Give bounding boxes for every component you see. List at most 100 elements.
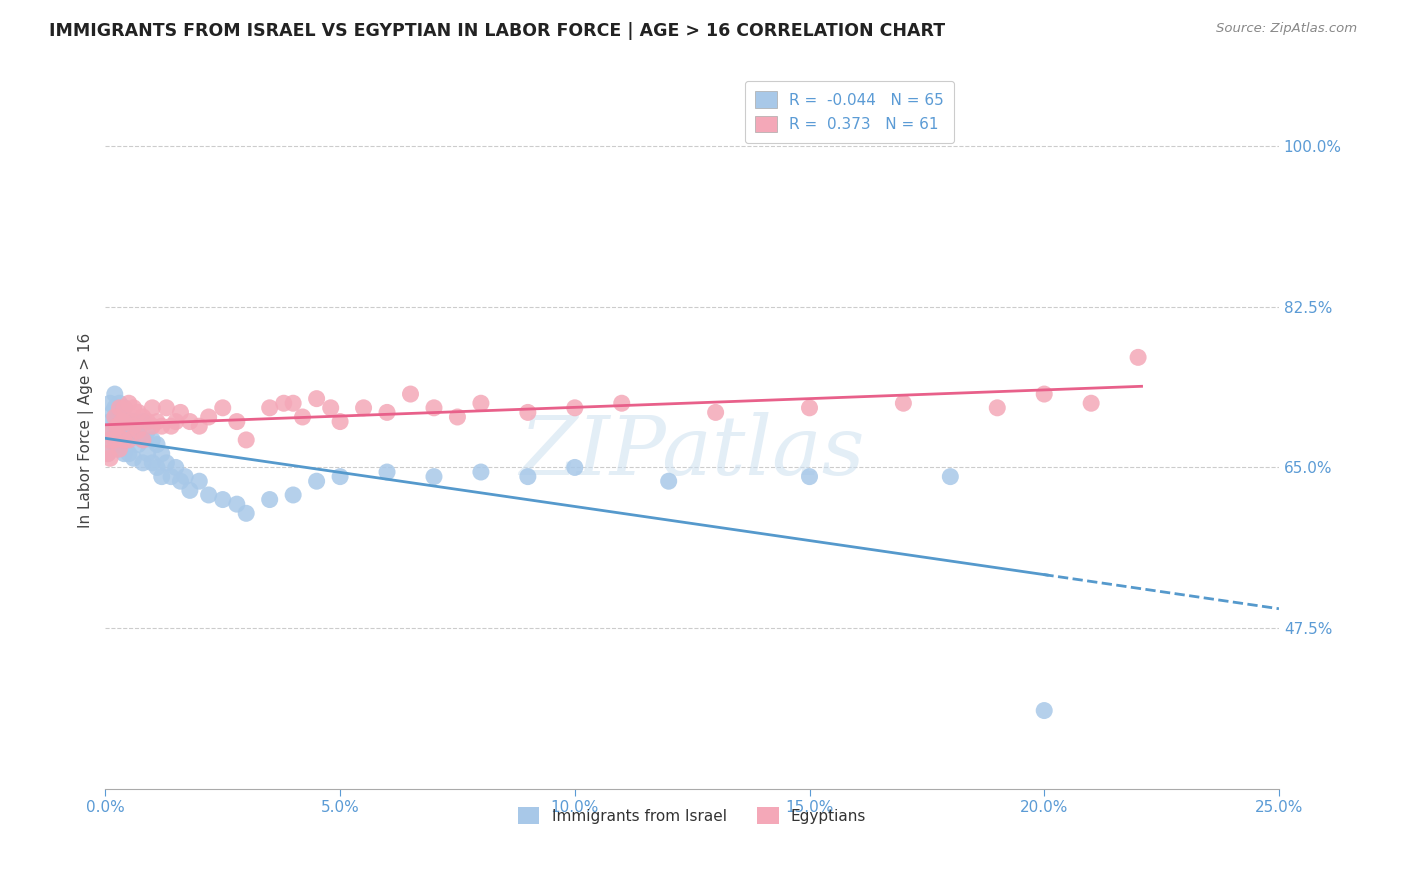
Point	[104, 401, 127, 415]
Point	[893, 396, 915, 410]
Point	[658, 474, 681, 488]
Point	[150, 447, 173, 461]
Point	[375, 405, 398, 419]
Point	[305, 474, 328, 488]
Point	[329, 469, 352, 483]
Point	[118, 428, 141, 442]
Point	[197, 488, 219, 502]
Point	[98, 415, 121, 429]
Point	[399, 387, 422, 401]
Point	[108, 442, 131, 456]
Point	[1126, 351, 1149, 365]
Point	[169, 405, 191, 419]
Point	[127, 437, 149, 451]
Point	[423, 401, 446, 415]
Point	[281, 396, 304, 410]
Point	[423, 469, 446, 483]
Point	[188, 474, 211, 488]
Point	[799, 401, 821, 415]
Text: ZIPatlas: ZIPatlas	[519, 412, 865, 492]
Point	[235, 433, 257, 447]
Point	[127, 424, 149, 438]
Point	[564, 401, 586, 415]
Point	[329, 415, 352, 429]
Point	[112, 415, 135, 429]
Point	[132, 409, 155, 424]
Text: IMMIGRANTS FROM ISRAEL VS EGYPTIAN IN LABOR FORCE | AGE > 16 CORRELATION CHART: IMMIGRANTS FROM ISRAEL VS EGYPTIAN IN LA…	[49, 22, 945, 40]
Point	[108, 419, 131, 434]
Point	[174, 469, 197, 483]
Point	[136, 424, 159, 438]
Point	[122, 415, 145, 429]
Point	[97, 447, 120, 461]
Point	[225, 415, 247, 429]
Point	[141, 456, 163, 470]
Point	[155, 456, 177, 470]
Point	[146, 415, 169, 429]
Point	[470, 465, 492, 479]
Point	[118, 415, 141, 429]
Point	[353, 401, 375, 415]
Point	[118, 415, 141, 429]
Point	[132, 433, 155, 447]
Point	[132, 415, 155, 429]
Point	[516, 469, 538, 483]
Point	[101, 424, 124, 438]
Point	[470, 396, 492, 410]
Point	[799, 469, 821, 483]
Point	[179, 415, 201, 429]
Point	[118, 447, 141, 461]
Point	[136, 447, 159, 461]
Point	[160, 419, 183, 434]
Point	[98, 396, 121, 410]
Point	[104, 428, 127, 442]
Point	[98, 451, 121, 466]
Point	[105, 419, 128, 434]
Point	[98, 433, 121, 447]
Point	[122, 419, 145, 434]
Point	[146, 460, 169, 475]
Point	[150, 469, 173, 483]
Point	[169, 474, 191, 488]
Point	[101, 424, 124, 438]
Point	[108, 437, 131, 451]
Point	[155, 401, 177, 415]
Point	[305, 392, 328, 406]
Point	[104, 415, 127, 429]
Point	[111, 415, 134, 429]
Point	[111, 415, 134, 429]
Point	[108, 405, 131, 419]
Point	[211, 401, 233, 415]
Point	[375, 465, 398, 479]
Point	[939, 469, 962, 483]
Point	[108, 401, 131, 415]
Point	[104, 409, 127, 424]
Point	[132, 433, 155, 447]
Point	[1080, 396, 1102, 410]
Point	[179, 483, 201, 498]
Point	[112, 401, 135, 415]
Point	[141, 419, 163, 434]
Point	[118, 433, 141, 447]
Point	[197, 409, 219, 424]
Point	[136, 415, 159, 429]
Point	[104, 387, 127, 401]
Point	[225, 497, 247, 511]
Point	[141, 433, 163, 447]
Point	[132, 456, 155, 470]
Text: Source: ZipAtlas.com: Source: ZipAtlas.com	[1216, 22, 1357, 36]
Point	[115, 424, 138, 438]
Legend: Immigrants from Israel, Egyptians: Immigrants from Israel, Egyptians	[508, 797, 877, 835]
Point	[165, 415, 187, 429]
Point	[211, 492, 233, 507]
Point	[160, 469, 183, 483]
Point	[104, 433, 127, 447]
Point	[141, 401, 163, 415]
Point	[273, 396, 295, 410]
Point	[610, 396, 633, 410]
Point	[704, 405, 727, 419]
Point	[516, 405, 538, 419]
Point	[122, 451, 145, 466]
Point	[108, 419, 131, 434]
Point	[97, 447, 120, 461]
